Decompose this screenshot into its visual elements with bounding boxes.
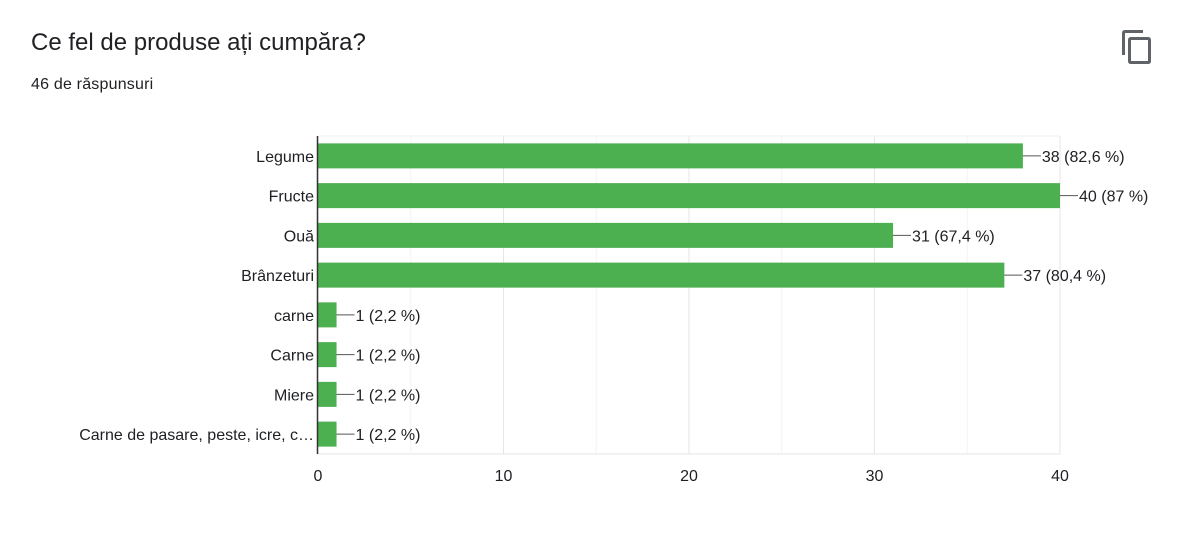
- category-label: Brânzeturi: [241, 268, 314, 285]
- copy-chart-button[interactable]: [1116, 26, 1158, 68]
- x-tick-label: 40: [1051, 468, 1069, 485]
- data-label: 31 (67,4 %): [912, 228, 995, 245]
- data-label: 37 (80,4 %): [1023, 268, 1106, 285]
- category-label: Legume: [256, 149, 314, 166]
- bar: [318, 143, 1023, 169]
- category-label: Carne: [270, 348, 314, 365]
- x-tick-label: 0: [314, 468, 323, 485]
- bar: [318, 381, 337, 407]
- bar: [318, 183, 1060, 209]
- bar: [318, 421, 337, 447]
- x-tick-label: 30: [866, 468, 884, 485]
- data-label: 1 (2,2 %): [356, 427, 421, 444]
- category-label: Carne de pasare, peste, icre, c…: [79, 427, 314, 444]
- bar: [318, 262, 1005, 288]
- category-label: Miere: [274, 387, 314, 404]
- data-label: 40 (87 %): [1079, 189, 1148, 206]
- x-tick-label: 20: [680, 468, 698, 485]
- bar: [318, 342, 337, 368]
- response-count: 46 de răspunsuri: [31, 76, 154, 93]
- category-label: Fructe: [269, 189, 314, 206]
- category-label: carne: [274, 308, 314, 325]
- bar: [318, 222, 894, 248]
- bar: [318, 302, 337, 328]
- data-label: 1 (2,2 %): [356, 308, 421, 325]
- data-label: 1 (2,2 %): [356, 387, 421, 404]
- x-tick-label: 10: [495, 468, 513, 485]
- question-title: Ce fel de produse ați cumpăra?: [31, 29, 366, 56]
- copy-icon: [1122, 30, 1151, 64]
- data-label: 1 (2,2 %): [356, 348, 421, 365]
- data-label: 38 (82,6 %): [1042, 149, 1125, 166]
- category-label: Ouă: [284, 228, 314, 245]
